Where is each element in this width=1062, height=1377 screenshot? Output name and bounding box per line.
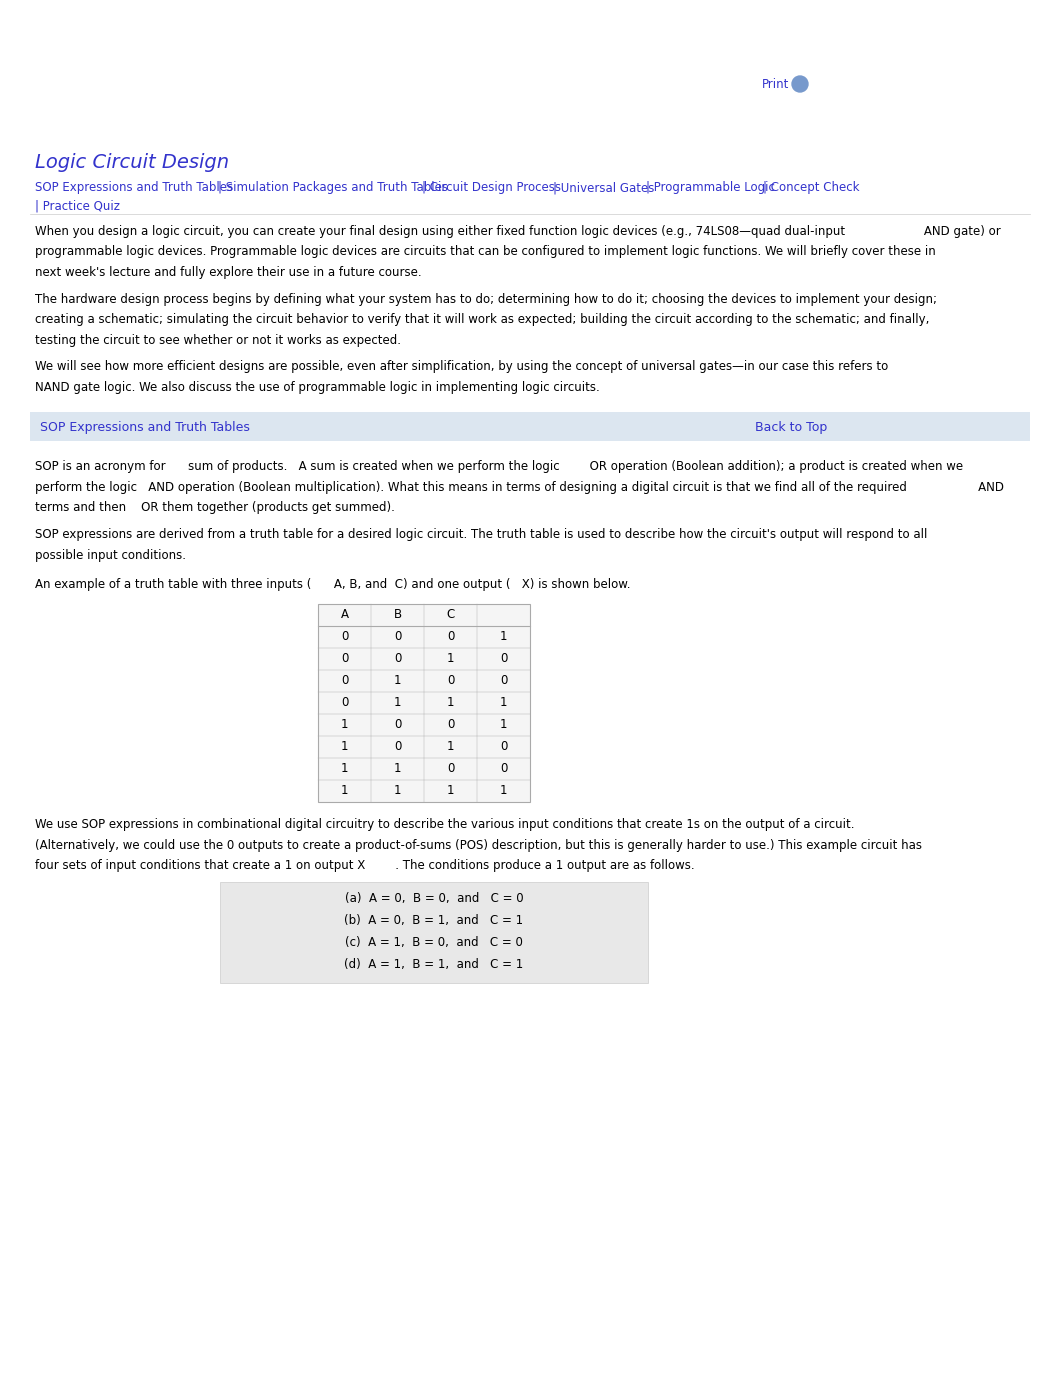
Text: 0: 0 xyxy=(341,675,348,687)
Text: Logic Circuit Design: Logic Circuit Design xyxy=(35,153,229,172)
Text: 0: 0 xyxy=(447,719,455,731)
Text: C: C xyxy=(446,609,455,621)
Text: | Simulation Packages and Truth Tables: | Simulation Packages and Truth Tables xyxy=(218,180,448,194)
Text: Print: Print xyxy=(763,77,789,91)
Bar xyxy=(318,605,530,801)
Text: 0: 0 xyxy=(500,741,508,753)
Text: An example of a truth table with three inputs (      A, B, and  C) and one outpu: An example of a truth table with three i… xyxy=(35,578,631,591)
Text: 1: 1 xyxy=(447,697,455,709)
Text: 1: 1 xyxy=(500,697,508,709)
Text: 0: 0 xyxy=(500,675,508,687)
Text: When you design a logic circuit, you can create your final design using either f: When you design a logic circuit, you can… xyxy=(35,224,1000,280)
Text: 0: 0 xyxy=(447,763,455,775)
Text: | Universal Gates: | Universal Gates xyxy=(553,180,654,194)
Text: We use SOP expressions in combinational digital circuitry to describe the variou: We use SOP expressions in combinational … xyxy=(35,818,922,872)
Text: 0: 0 xyxy=(341,631,348,643)
Text: 0: 0 xyxy=(500,653,508,665)
Text: (b)  A = 0,  B = 1,  and   C = 1: (b) A = 0, B = 1, and C = 1 xyxy=(344,914,524,927)
Text: | Circuit Design Process: | Circuit Design Process xyxy=(422,180,561,194)
Text: 0: 0 xyxy=(341,653,348,665)
Text: 1: 1 xyxy=(341,741,348,753)
Text: SOP expressions are derived from a truth table for a desired logic circuit. The : SOP expressions are derived from a truth… xyxy=(35,527,927,562)
Text: 0: 0 xyxy=(500,763,508,775)
Text: 1: 1 xyxy=(500,785,508,797)
Text: B: B xyxy=(393,609,401,621)
Text: A: A xyxy=(341,609,348,621)
Text: Back to Top: Back to Top xyxy=(755,420,827,434)
Text: 1: 1 xyxy=(447,653,455,665)
Text: 1: 1 xyxy=(447,741,455,753)
Text: 0: 0 xyxy=(447,675,455,687)
Text: 0: 0 xyxy=(394,719,401,731)
Text: 1: 1 xyxy=(394,785,401,797)
Text: 1: 1 xyxy=(394,675,401,687)
Bar xyxy=(30,412,1030,441)
Text: 1: 1 xyxy=(394,697,401,709)
Text: 1: 1 xyxy=(341,763,348,775)
Text: (a)  A = 0,  B = 0,  and   C = 0: (a) A = 0, B = 0, and C = 0 xyxy=(345,892,524,905)
Circle shape xyxy=(792,76,808,92)
Text: The hardware design process begins by defining what your system has to do; deter: The hardware design process begins by de… xyxy=(35,293,937,347)
Text: (d)  A = 1,  B = 1,  and   C = 1: (d) A = 1, B = 1, and C = 1 xyxy=(344,958,524,971)
Text: 0: 0 xyxy=(341,697,348,709)
Text: | Practice Quiz: | Practice Quiz xyxy=(35,200,120,212)
Text: 1: 1 xyxy=(447,785,455,797)
Bar xyxy=(220,883,648,983)
Text: 1: 1 xyxy=(500,719,508,731)
Text: 1: 1 xyxy=(341,785,348,797)
Text: 0: 0 xyxy=(394,631,401,643)
Text: 0: 0 xyxy=(394,653,401,665)
Text: We will see how more efficient designs are possible, even after simplification, : We will see how more efficient designs a… xyxy=(35,359,888,394)
Text: SOP is an acronym for      sum of products.   A sum is created when we perform t: SOP is an acronym for sum of products. A… xyxy=(35,460,1004,514)
Text: 1: 1 xyxy=(394,763,401,775)
Text: 1: 1 xyxy=(500,631,508,643)
Text: | Concept Check: | Concept Check xyxy=(763,180,859,194)
Text: SOP Expressions and Truth Tables: SOP Expressions and Truth Tables xyxy=(40,420,250,434)
Text: 0: 0 xyxy=(447,631,455,643)
Text: SOP Expressions and Truth Tables: SOP Expressions and Truth Tables xyxy=(35,180,234,194)
Text: 0: 0 xyxy=(394,741,401,753)
Text: | Programmable Logic: | Programmable Logic xyxy=(646,180,775,194)
Text: (c)  A = 1,  B = 0,  and   C = 0: (c) A = 1, B = 0, and C = 0 xyxy=(345,936,523,949)
Text: 1: 1 xyxy=(341,719,348,731)
